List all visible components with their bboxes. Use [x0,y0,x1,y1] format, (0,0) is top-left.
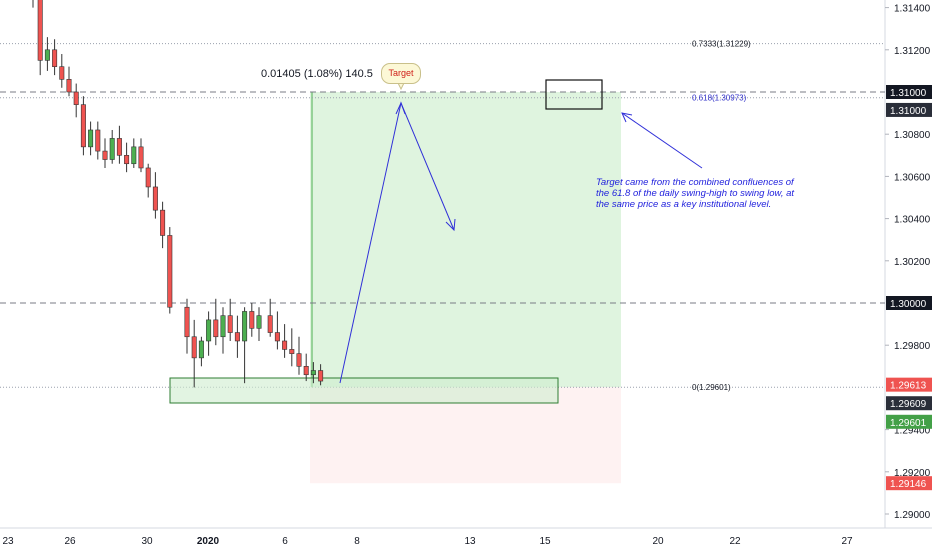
candle-body [191,336,197,359]
candle-body [267,315,273,333]
candle-body [116,138,122,156]
candle-body [95,129,101,152]
profit-zone [310,92,621,388]
candle-body [44,49,50,61]
price-tag-label: 1.29601 [890,418,927,429]
candle-body [318,370,324,382]
candle-body [131,146,137,165]
target-box [545,79,603,110]
price-tag-label: 1.29613 [890,381,927,392]
candle-body [234,332,240,342]
y-tick-label: 1.29200 [894,468,931,479]
fib-level-label: 0.7333(1.31229) [692,40,751,49]
candle-body [303,365,309,376]
candle-body [66,79,72,93]
note-arrow [621,112,703,169]
candle-body [37,0,43,61]
y-tick-label: 1.31400 [894,4,931,15]
candle-body [80,104,86,148]
x-tick-label: 27 [841,536,853,547]
x-tick-label: 2020 [197,536,220,547]
price-tag [886,476,932,491]
y-tick-label: 1.29000 [894,510,931,521]
price-tag [886,414,932,429]
y-tick-label: 1.30200 [894,257,931,268]
candle-body [256,315,262,329]
candle-body [274,332,280,342]
candle-body [145,167,151,188]
demand-zone [169,377,559,404]
price-tag-label: 1.30000 [890,299,927,310]
price-tag-label: 1.31000 [890,88,927,99]
candle-body [73,91,79,105]
x-tick-label: 26 [64,536,76,547]
y-tick-label: 1.30600 [894,172,931,183]
y-tick-label: 1.30800 [894,130,931,141]
y-tick-label: 1.29800 [894,341,931,352]
candle-body [227,315,233,333]
candle-body [52,49,58,67]
measure-label: 0.01405 (1.08%) 140.5 [261,68,373,80]
price-tag [886,102,932,117]
candle-body [102,150,108,160]
x-tick-label: 6 [282,536,288,547]
price-tag-label: 1.29609 [890,399,927,410]
price-tag [886,377,932,392]
price-tag-label: 1.31000 [890,106,927,117]
candle-body [138,146,144,169]
x-tick-label: 15 [539,536,551,547]
x-tick-label: 23 [2,536,14,547]
x-tick-label: 20 [652,536,664,547]
candle-body [152,186,158,211]
candle-body [296,353,302,367]
y-tick-label: 1.31200 [894,46,931,57]
candle-body [160,209,166,236]
candle-body [213,319,219,338]
fib-level-label: 0(1.29601) [692,383,731,392]
x-tick-label: 22 [729,536,741,547]
note-arrowhead [621,112,633,123]
projection-arrowhead [445,218,456,232]
x-tick-label: 8 [354,536,360,547]
candle-body [206,319,212,342]
candle-body [167,235,173,308]
analysis-note: Target came from the combined confluence… [596,177,795,210]
price-tag [886,396,932,411]
x-tick-label: 30 [141,536,153,547]
price-tag-label: 1.29146 [890,479,927,490]
candle-body [242,311,248,342]
projection-arrowhead [395,101,406,115]
candle-body [59,66,65,80]
candle-body [124,155,130,165]
y-tick-label: 1.29400 [894,426,931,437]
fib-level-label: 0.618(1.30973) [692,94,747,103]
x-tick-label: 13 [464,536,476,547]
candle-body [282,340,288,350]
target-callout: Target [381,63,421,84]
candle-body [88,129,94,148]
candle-body [109,138,115,160]
candle-body [220,315,226,338]
candle-body [289,349,295,354]
candle-body [198,340,204,359]
candle-body [310,370,316,376]
price-tag [886,85,932,99]
y-tick-label: 1.30400 [894,215,931,226]
candle-body [249,311,255,329]
price-tag [886,296,932,310]
candle-body [184,306,190,338]
